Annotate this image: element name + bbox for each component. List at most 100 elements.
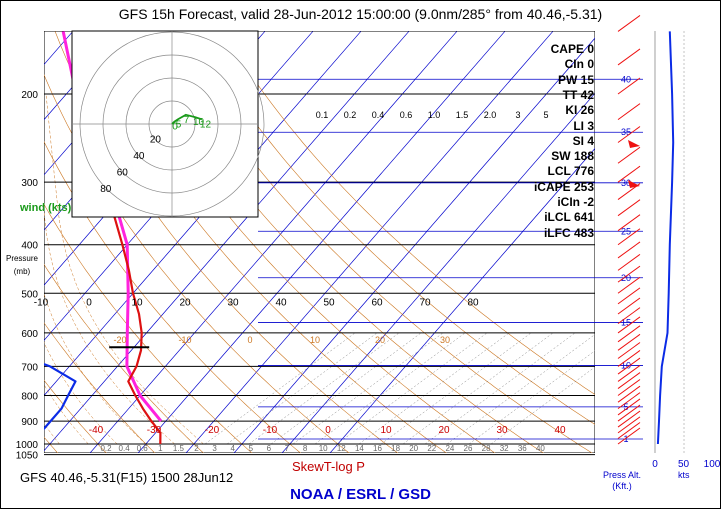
hodograph-ring-label: 20 [150,135,162,146]
index-label: LI [573,118,584,133]
mixing-ratio-bottom-label: 14 [355,444,364,453]
mixing-ratio-label: 5 [543,110,548,120]
isotherm-tick-label: -10 [34,297,49,308]
altitude-tick-label: 30 [621,178,631,188]
mixing-ratio-bottom-label: 18 [391,444,400,453]
hodograph-point-label: 7 [184,115,190,126]
mixing-ratio-line [314,332,466,445]
lower-isotherm-label: 20 [438,425,450,436]
mixing-ratio-line [490,366,595,445]
dewpoint-trace [44,362,77,431]
hodograph-point-label: 5 [176,119,182,130]
wind-barb [617,404,641,422]
mixing-ratio-bottom-label: 10 [319,444,328,453]
pressure-tick-label: 1050 [16,451,39,462]
index-value: 0 [583,42,594,56]
y-axis-label-line1: Pressure [5,254,38,263]
wind-barb [617,265,641,283]
hodograph-point-label: 0 [172,122,178,133]
lower-isotherm-label: 0 [325,425,331,436]
mixing-ratio-bottom-label: 3 [212,444,217,453]
isotherm-tick-label: 40 [275,297,287,308]
pressure-tick-label: 900 [21,417,38,428]
mixing-ratio-label: 0.1 [316,110,329,120]
wind-barb [617,146,641,164]
isotherm-line [44,31,122,121]
wind-barb [617,365,641,382]
isotherm-line [89,31,458,453]
index-value: 641 [570,210,594,225]
wind-barb [617,241,641,259]
wind-barb [617,199,641,217]
dry-adiabat-line [222,31,595,395]
chart-title: GFS 15h Forecast, valid 28-Jun-2012 15:0… [118,6,603,22]
altitude-axis-label: Press Alt. (Kft.) [598,470,646,492]
moist-adiabat-line [44,383,89,445]
mixing-ratio-line [292,332,444,445]
hodograph-label: wind (kts) [20,202,72,214]
wind-barb [617,228,641,246]
theta-label: 30 [440,335,450,345]
index-label: SW [551,149,571,164]
isotherm-tick-label: 10 [131,297,143,308]
pressure-tick-label: 500 [21,289,38,300]
mixing-ratio-bottom-label: 1.5 [173,444,185,453]
index-label: TT [562,87,578,102]
index-cape: CAPE 0 [551,42,594,56]
index-value: 3 [583,118,594,133]
hodograph-trace [171,113,203,125]
index-value: 188 [570,149,594,164]
wind-flag [628,180,640,188]
mixing-ratio-label: 2.0 [484,110,497,120]
lower-isotherm-label: -20 [205,425,220,436]
index-value: 483 [570,225,594,240]
index-value: 15 [577,72,594,87]
mixing-ratio-line [204,332,356,445]
mixing-ratio-line [270,332,422,445]
pressure-tick-label: 200 [21,90,38,101]
wind-barb [617,416,641,434]
index-ilcl: iLCL 641 [544,210,594,224]
mixing-ratio-bottom-label: 28 [482,444,491,453]
mixing-ratio-label: 0.4 [372,110,385,120]
altitude-tick-label: 10 [621,360,631,370]
isotherm-line [233,37,595,453]
mixing-ratio-bottom-label: 40 [536,444,545,453]
mixing-ratio-bottom-label: 7 [285,444,290,453]
mixing-ratio-bottom-label: 8 [303,444,308,453]
wind-barb [617,350,641,367]
index-label: CAPE [550,42,584,56]
hodograph-ring-label: 80 [100,184,112,195]
mixing-ratio-label: 0.6 [400,110,413,120]
mixing-ratio-line [468,350,595,445]
isotherm-tick-label: 20 [179,297,191,308]
lower-isotherm-label: -10 [263,425,278,436]
isotherm-line [185,31,554,453]
pressure-tick-label: 700 [21,362,38,373]
lower-isotherm-label: 40 [554,425,566,436]
index-label: CIn [564,57,584,72]
footer-station-info: GFS 40.46,-5.31(F15) 1500 28Jun12 [20,470,234,485]
wind-barb [617,316,641,334]
index-value: 0 [583,57,594,72]
altitude-tick-label: 40 [621,74,631,84]
wind-barb [617,214,641,232]
wind-barb [617,422,641,439]
mixing-ratio-bottom-label: 1 [158,444,163,453]
index-value: 776 [570,164,594,179]
mixing-ratio-line [336,332,488,445]
wind-barb [617,357,641,375]
index-ki: KI 26 [565,103,594,117]
index-lcl: LCL 776 [548,164,594,178]
mixing-ratio-line [358,332,510,445]
isotherm-tick-label: 0 [86,297,92,308]
altitude-tick-label: 20 [621,273,631,283]
index-value: 42 [577,87,594,102]
pressure-tick-label: 1000 [16,440,39,451]
lower-isotherm-label: 10 [380,425,392,436]
pressure-tick-label: 300 [21,178,38,189]
index-ilfc: iLFC 483 [544,226,594,240]
isotherm-tick-label: 30 [227,297,239,308]
mixing-ratio-bottom-label: 6 [267,444,272,453]
